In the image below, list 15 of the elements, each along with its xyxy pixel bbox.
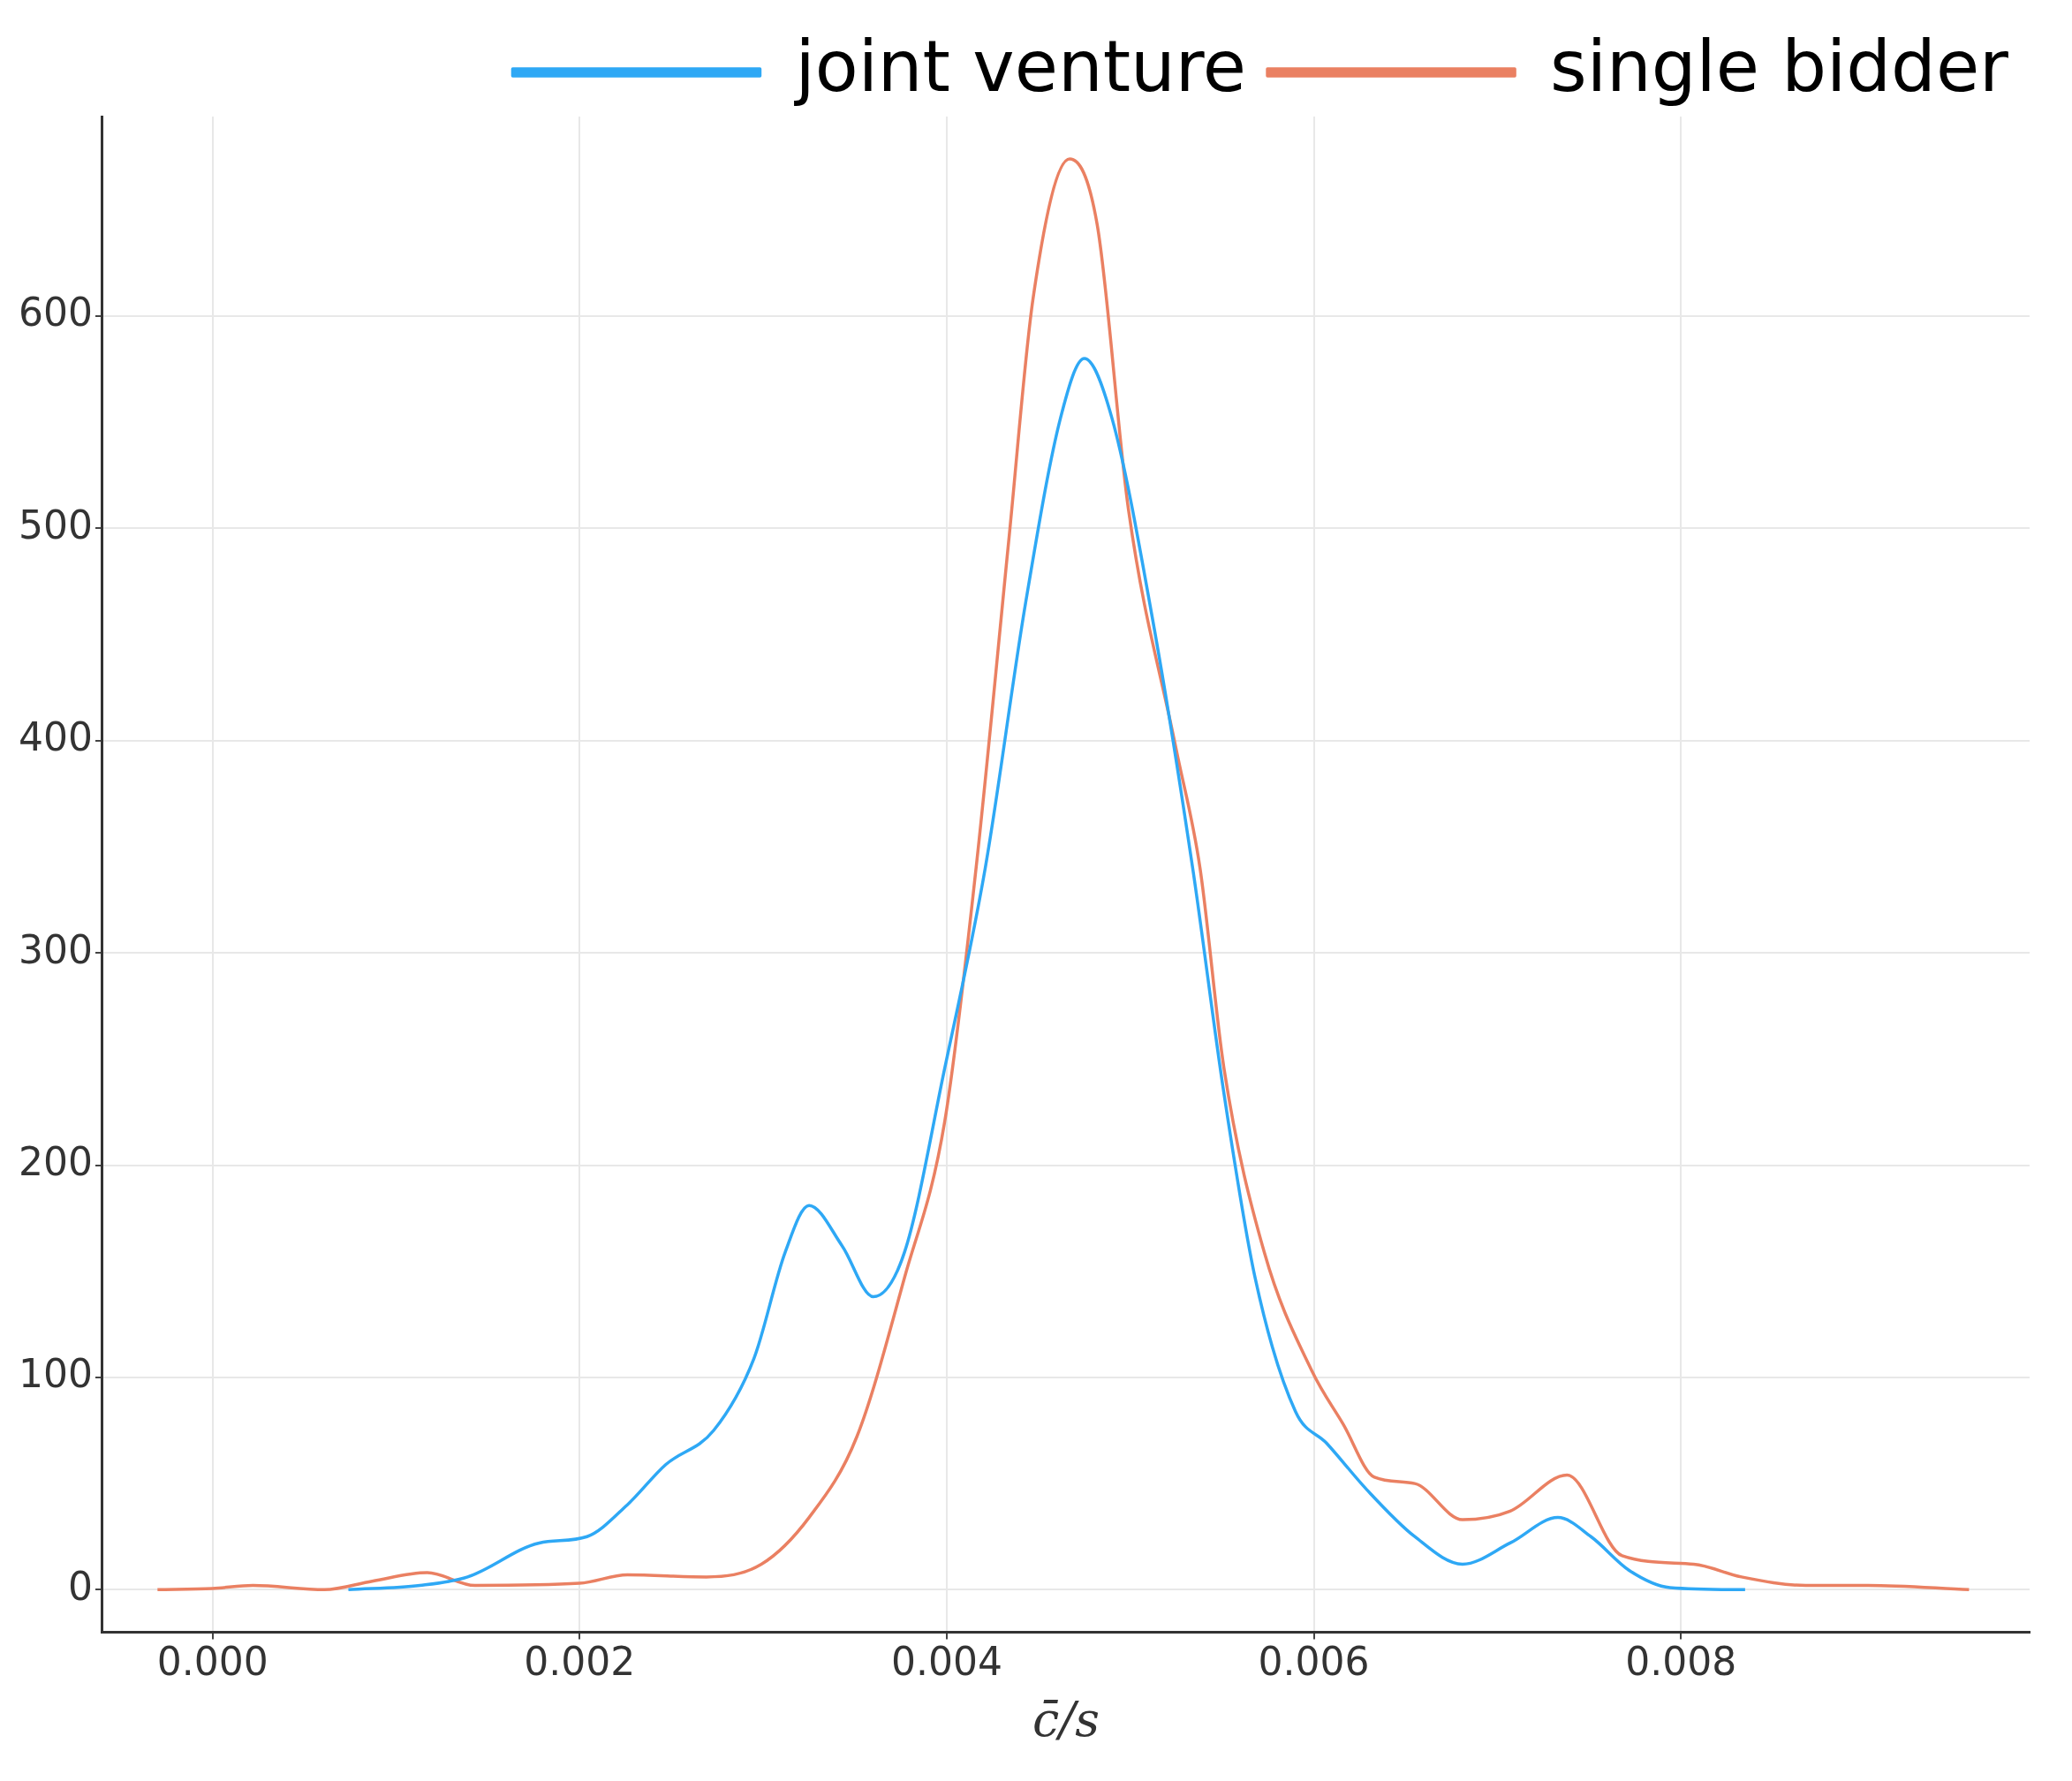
x-tick-label: 0.008	[1625, 1639, 1737, 1685]
x-tick-label: 0.000	[156, 1639, 268, 1685]
x-tick-label: 0.004	[890, 1639, 1002, 1685]
x-tick-label: 0.002	[524, 1639, 636, 1685]
y-tick-label: 200	[19, 1138, 93, 1184]
legend-label: single bidder	[1550, 25, 2009, 108]
y-tick-label: 400	[19, 714, 93, 760]
y-tick-label: 600	[19, 290, 93, 336]
x-axis-title: c̄/s	[1032, 1691, 1100, 1747]
x-tick-label: 0.006	[1258, 1639, 1370, 1685]
y-tick-label: 300	[19, 926, 93, 972]
y-tick-label: 0	[67, 1563, 93, 1609]
y-tick-label: 500	[19, 502, 93, 547]
y-tick-label: 100	[19, 1351, 93, 1397]
legend-label: joint venture	[793, 25, 1247, 108]
